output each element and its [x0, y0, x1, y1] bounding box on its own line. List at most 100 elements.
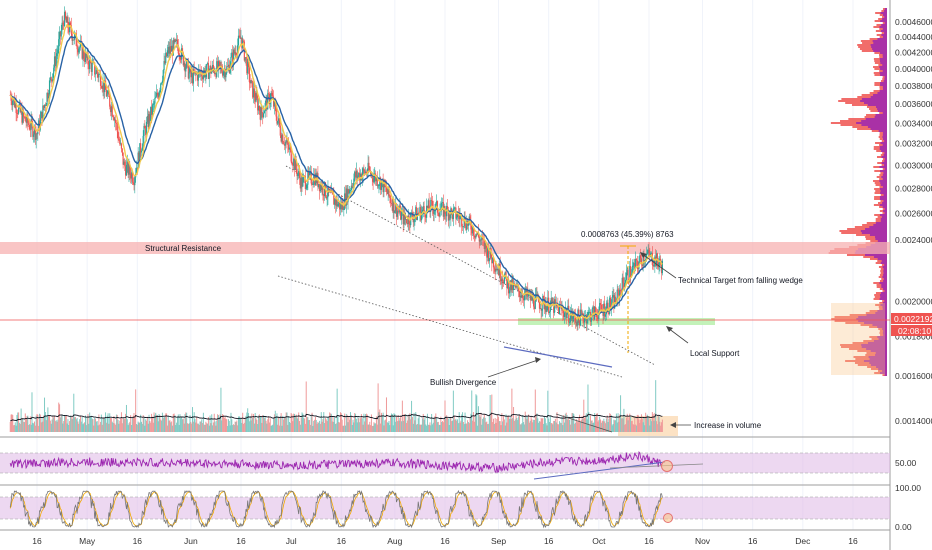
volume-bar	[562, 425, 564, 432]
candle-body	[218, 60, 220, 62]
profile-bar-value	[882, 206, 887, 208]
volume-bar	[191, 423, 193, 432]
candle-body	[283, 143, 285, 145]
volume-bar	[492, 418, 494, 432]
profile-bar-value	[868, 356, 887, 358]
candle-body	[496, 268, 498, 271]
volume-bar	[451, 421, 453, 432]
volume-bar	[634, 417, 636, 432]
ema-fast-line	[9, 23, 663, 321]
candle-body	[118, 139, 120, 141]
candle-body	[588, 312, 590, 313]
volume-bar	[324, 418, 326, 432]
candle-body	[448, 214, 450, 221]
profile-bar-value	[880, 82, 887, 84]
candle-body	[543, 295, 545, 299]
volume-bar	[268, 422, 270, 432]
volume-bar	[342, 425, 344, 432]
time-axis-labels[interactable]: 16 May 16 Jun 16 Jul 16 Aug 16 Sep 16 Oct 16 Nov 16 Dec…	[32, 536, 858, 546]
candle-body	[500, 279, 502, 282]
volume-bar	[89, 412, 91, 432]
volume-bar	[594, 416, 596, 432]
volume-bar	[548, 418, 550, 432]
candle-body	[446, 205, 448, 217]
candle-body	[73, 39, 75, 41]
candle-body	[357, 175, 359, 178]
profile-bar-value	[880, 292, 887, 294]
candle-body	[380, 177, 382, 190]
volume-bar	[654, 412, 656, 432]
volume-increase-label: Increase in volume	[694, 421, 762, 430]
volume-bar	[69, 415, 71, 432]
target-arrow	[641, 253, 677, 279]
candle-body	[58, 39, 60, 50]
volume-bar	[94, 417, 96, 432]
volume-bar	[83, 423, 85, 432]
candle-body	[437, 212, 439, 215]
candle-body	[142, 135, 144, 148]
volume-bar	[299, 424, 301, 432]
candle-body	[497, 269, 500, 275]
candle-body	[82, 49, 84, 59]
profile-bar-value	[884, 374, 887, 376]
volume-bar	[482, 418, 484, 432]
candle-body	[175, 39, 177, 41]
volume-bar	[472, 420, 474, 432]
profile-bar-value	[884, 160, 887, 162]
candle-body	[461, 214, 463, 227]
volume-bar	[383, 425, 385, 432]
profile-bar-value	[877, 240, 887, 242]
volume-bar	[366, 414, 368, 432]
volume-bar	[576, 420, 578, 432]
volume-bar	[454, 419, 456, 432]
candle-body	[592, 306, 594, 310]
volume-bar	[597, 421, 599, 432]
candle-body	[459, 215, 461, 220]
candle-body	[339, 201, 341, 210]
volume-bar	[176, 422, 178, 432]
volume-bar	[558, 424, 560, 432]
volume-bar	[502, 421, 504, 432]
profile-bar-value	[880, 52, 887, 54]
candle-body	[318, 184, 320, 188]
candle-body	[597, 317, 599, 319]
profile-bar-value	[883, 138, 887, 140]
volume-bar	[370, 414, 372, 432]
volume-bar	[58, 402, 60, 432]
profile-bar-value	[880, 12, 887, 14]
volume-bar	[273, 414, 275, 432]
candle-body	[185, 67, 187, 72]
price-tick-label: 0.0014000	[895, 416, 932, 426]
volume-bar	[61, 415, 63, 432]
volume-bar	[24, 413, 26, 432]
volume-bar	[326, 421, 328, 432]
candle-body	[123, 161, 125, 165]
candle-body	[278, 118, 281, 126]
candle-body	[359, 173, 361, 181]
profile-bar-value	[877, 258, 887, 260]
price-axis-labels[interactable]: 0.00460000.00440000.00420000.00400000.00…	[895, 17, 932, 426]
volume-bar	[224, 416, 226, 432]
volume-bar	[600, 422, 602, 432]
volume-bar	[227, 419, 229, 432]
volume-bar	[116, 414, 118, 432]
profile-bar-value	[882, 134, 887, 136]
volume-bar	[464, 412, 466, 432]
volume-bar	[582, 418, 584, 432]
volume-bar	[145, 419, 147, 432]
candle-body	[364, 171, 367, 174]
candle-body	[570, 310, 572, 316]
candle-body	[358, 173, 360, 176]
volume-bar	[653, 420, 655, 432]
candle-body	[653, 265, 655, 267]
volume-bar	[608, 418, 610, 432]
volume-bar	[492, 422, 494, 432]
candle-body	[63, 11, 66, 26]
volume-bar	[471, 390, 473, 432]
candle-body	[30, 119, 32, 130]
volume-bar	[158, 414, 160, 432]
volume-bar	[304, 418, 306, 432]
volume-bar	[27, 415, 29, 432]
candle-body	[613, 295, 615, 309]
